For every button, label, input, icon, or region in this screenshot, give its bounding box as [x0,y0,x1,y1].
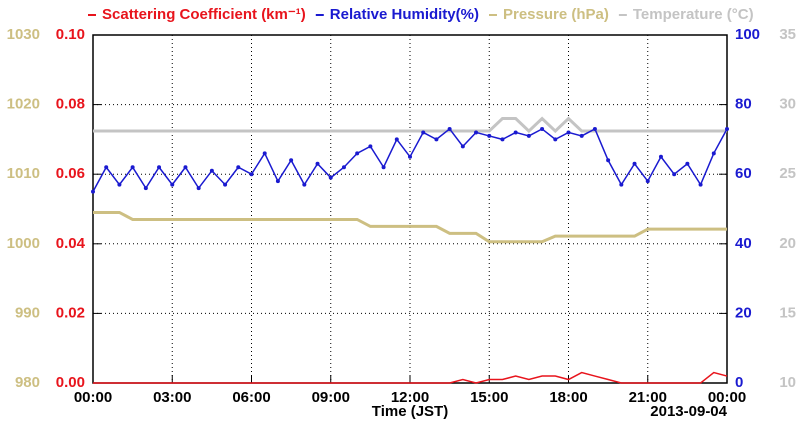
y-tick-label: 80 [735,96,752,113]
series-marker [275,179,280,184]
series-marker [606,158,611,163]
legend-label: Scattering Coefficient (km⁻¹) [102,6,306,23]
series-marker [249,172,254,177]
series-marker [513,130,518,135]
series-marker [460,144,465,149]
series-marker [526,133,531,138]
series-marker [315,161,320,166]
y-tick-label: 1020 [7,96,40,113]
y-tick-label: 0 [735,374,743,391]
date-label: 2013-09-04 [650,403,727,420]
series-marker [725,126,729,131]
series-marker [408,154,412,159]
series-marker [672,172,677,177]
series-marker [117,182,122,187]
x-tick-label: 12:00 [391,389,429,406]
series-line [92,127,728,192]
series-marker [421,130,426,135]
y-tick-label: 35 [779,26,796,43]
y-tick-label: 15 [779,304,796,321]
series-marker [368,144,373,149]
x-tick-label: 06:00 [232,389,270,406]
y-tick-label: 0.00 [56,374,85,391]
series-marker [143,186,148,191]
y-tick-label: 990 [15,304,40,321]
series-marker [592,126,597,131]
series-marker [302,182,307,187]
series-marker [91,189,95,194]
series-marker [711,151,716,156]
series-marker [236,165,241,170]
series-marker [381,165,386,170]
series-marker [434,137,439,142]
series-marker [487,133,492,138]
series-line [93,210,727,244]
x-tick-label: 00:00 [708,389,746,406]
legend-label: Relative Humidity(%) [330,6,479,23]
series-marker [619,182,624,187]
y-tick-label: 20 [735,304,752,321]
series-marker [632,161,637,166]
series-marker [658,154,663,159]
y-tick-label: 1010 [7,165,40,182]
series-marker [289,158,294,163]
series-marker [104,165,109,170]
series-marker [645,179,650,184]
series-marker [685,161,690,166]
series-marker [394,137,399,142]
y-tick-label: 10 [779,374,796,391]
series-marker [474,130,479,135]
y-tick-label: 0.08 [56,96,85,113]
series-marker [500,137,505,142]
series-line [93,116,727,134]
y-tick-label: 980 [15,374,40,391]
y-tick-label: 30 [779,96,796,113]
legend-label: Temperature (°C) [633,6,754,23]
series-marker [553,137,558,142]
series-marker [328,175,333,180]
series-marker [223,182,228,187]
series-marker [209,168,214,173]
y-tick-label: 0.10 [56,26,85,43]
y-tick-label: 100 [735,26,760,43]
y-tick-label: 0.06 [56,165,85,182]
series-marker [130,165,135,170]
y-tick-label: 1000 [7,235,40,252]
series-line [93,371,728,384]
series-marker [447,126,452,131]
x-tick-label: 00:00 [74,389,112,406]
series-marker [698,182,703,187]
y-tick-label: 60 [735,165,752,182]
series-marker [579,133,584,138]
series-marker [262,151,267,156]
x-tick-label: 09:00 [312,389,350,406]
y-tick-label: 0.02 [56,304,85,321]
legend-label: Pressure (hPa) [503,6,609,23]
x-tick-label: 15:00 [470,389,508,406]
y-tick-label: 25 [779,165,796,182]
x-tick-label: 03:00 [153,389,191,406]
y-tick-label: 0.04 [56,235,86,252]
series-marker [355,151,360,156]
x-tick-label: 18:00 [549,389,587,406]
series-marker [196,186,201,191]
x-axis-label: Time (JST) [372,403,448,420]
series-marker [157,165,162,170]
y-tick-label: 1030 [7,26,40,43]
series-marker [341,165,346,170]
y-tick-label: 40 [735,235,752,252]
y-tick-label: 20 [779,235,796,252]
series-marker [183,165,188,170]
series-marker [170,182,175,187]
x-tick-label: 21:00 [629,389,667,406]
series-marker [566,130,571,135]
series-marker [540,126,545,131]
